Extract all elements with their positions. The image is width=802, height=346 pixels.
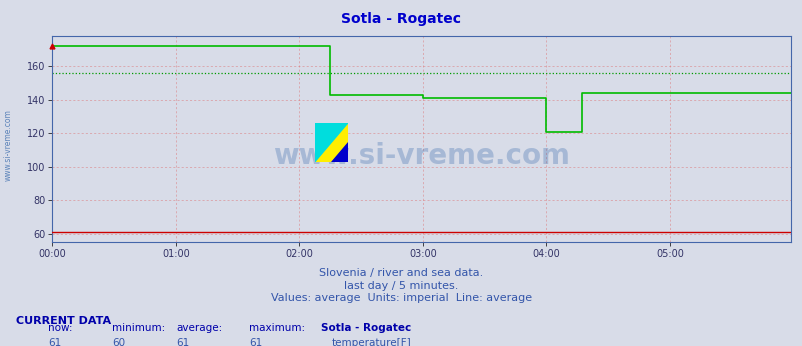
Text: minimum:: minimum: <box>112 323 165 333</box>
Text: www.si-vreme.com: www.si-vreme.com <box>3 109 13 181</box>
Text: last day / 5 minutes.: last day / 5 minutes. <box>344 281 458 291</box>
Text: now:: now: <box>48 323 73 333</box>
Polygon shape <box>331 142 347 162</box>
Text: maximum:: maximum: <box>249 323 305 333</box>
Text: Slovenia / river and sea data.: Slovenia / river and sea data. <box>319 268 483 278</box>
Polygon shape <box>314 123 347 162</box>
Text: 60: 60 <box>112 338 125 346</box>
Text: CURRENT DATA: CURRENT DATA <box>16 316 111 326</box>
Text: Sotla - Rogatec: Sotla - Rogatec <box>321 323 411 333</box>
Text: temperature[F]: temperature[F] <box>331 338 411 346</box>
Text: 61: 61 <box>176 338 190 346</box>
Text: average:: average: <box>176 323 223 333</box>
Text: Values: average  Units: imperial  Line: average: Values: average Units: imperial Line: av… <box>270 293 532 303</box>
Text: www.si-vreme.com: www.si-vreme.com <box>273 142 569 170</box>
Text: 61: 61 <box>249 338 262 346</box>
Polygon shape <box>314 123 347 162</box>
Text: 61: 61 <box>48 338 62 346</box>
Text: Sotla - Rogatec: Sotla - Rogatec <box>341 12 461 26</box>
